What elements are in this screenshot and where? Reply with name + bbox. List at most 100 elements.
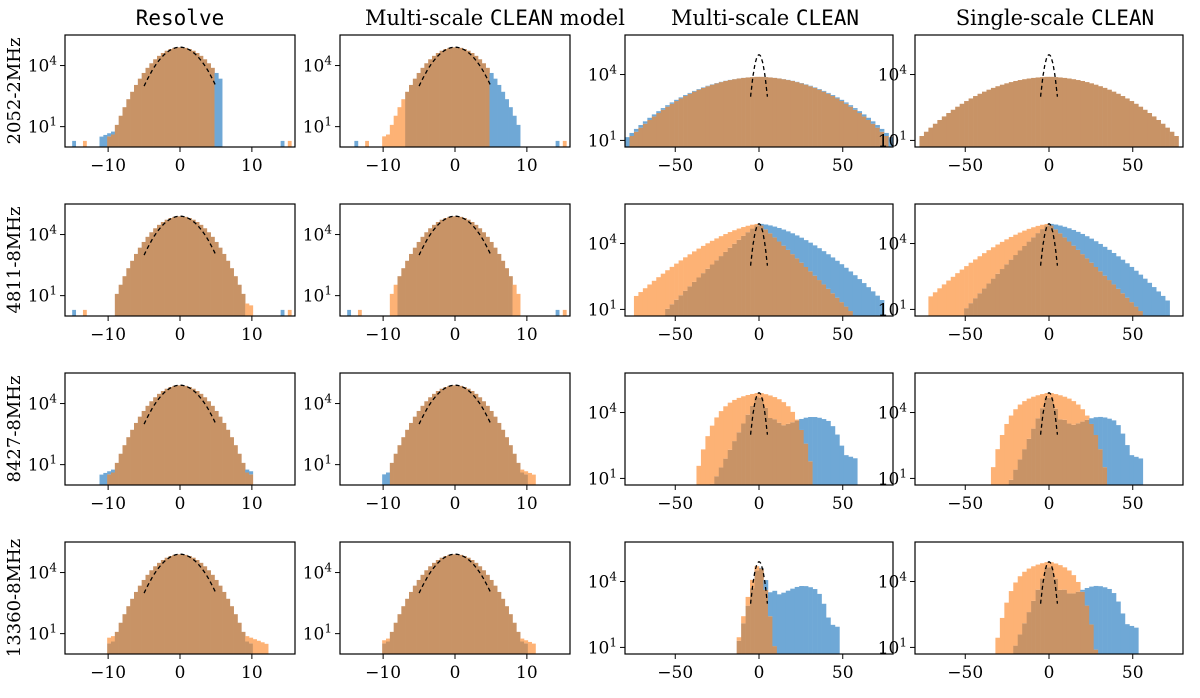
bar-overlap [839, 101, 845, 147]
bar-overlap [130, 429, 135, 485]
panel-r4-c2: 101 104 −10 0 10 [303, 541, 571, 683]
bar-overlap [508, 614, 513, 654]
bar-overlap [727, 80, 733, 147]
bar-overlap [229, 606, 234, 654]
bar-overlap [478, 228, 483, 316]
bar-overlap [723, 458, 729, 485]
bar-orange [941, 284, 947, 316]
tail-bin [287, 309, 292, 316]
bar-overlap [763, 407, 769, 485]
ytick-label: 104 [588, 570, 618, 593]
bar-orange [1035, 225, 1041, 234]
bar-overlap [990, 87, 996, 147]
bar-overlap [229, 268, 234, 316]
tail-bin [357, 309, 362, 316]
bar-overlap [1044, 76, 1050, 147]
row-label-1: 2052-2MHz [4, 38, 25, 145]
bar-orange [745, 225, 751, 233]
bar-orange [1062, 396, 1068, 420]
bar-orange [990, 467, 996, 485]
bar-blue [1102, 587, 1108, 654]
column-title-4: Single-scale CLEAN [956, 6, 1154, 30]
bar-overlap [122, 445, 127, 485]
bar-overlap [1111, 284, 1117, 316]
ytick-label: 101 [28, 622, 57, 645]
bar-orange [386, 638, 391, 642]
bar-orange [1013, 234, 1019, 256]
bar-blue [852, 275, 858, 316]
bar-overlap [435, 221, 440, 316]
bar-orange [520, 638, 525, 642]
bar-overlap [674, 101, 679, 147]
bar-blue [99, 474, 104, 485]
bar-overlap [474, 224, 479, 316]
bar-overlap [214, 579, 219, 654]
bar-overlap [1093, 267, 1099, 316]
bar-orange [656, 277, 662, 316]
bar-overlap [114, 124, 119, 147]
bar-overlap [754, 76, 760, 147]
bar-blue [834, 434, 840, 485]
xtick-label: 10 [516, 494, 538, 514]
bar-orange [928, 296, 934, 316]
bar-blue [1116, 256, 1121, 289]
row-label-4: 13360-8MHz [4, 539, 25, 657]
bar-orange [660, 273, 666, 316]
bar-blue [830, 95, 836, 97]
panel-r4-c1: 101 104 −10 0 10 [28, 541, 296, 683]
xtick-label: −50 [947, 325, 983, 345]
bar-overlap [986, 89, 992, 147]
bar-blue [1133, 270, 1139, 307]
bar-blue [1053, 224, 1059, 230]
bar-overlap [168, 49, 173, 147]
bar-blue [767, 592, 773, 617]
bar-overlap [458, 554, 463, 654]
bar-blue [834, 97, 840, 99]
bar-overlap [1022, 245, 1027, 316]
bar-orange [1008, 236, 1014, 260]
tail-bin [280, 309, 285, 316]
gaussian-curve [418, 46, 492, 87]
panel-r1-c1: 101 104 −10 0 10 [28, 34, 296, 176]
bar-overlap [745, 414, 751, 485]
bar-overlap [705, 268, 711, 316]
bar-blue [826, 420, 831, 485]
bar-overlap [512, 622, 517, 654]
bar-overlap [405, 91, 410, 147]
bar-overlap [516, 462, 521, 485]
bar-overlap [130, 598, 135, 654]
bar-overlap [1142, 109, 1148, 147]
bar-overlap [759, 225, 764, 316]
bar-overlap [393, 453, 398, 485]
panel-r1-c4: 101 104 −50 0 50 [878, 34, 1184, 176]
bar-overlap [964, 308, 969, 316]
bar-orange [1008, 415, 1014, 480]
bar-overlap [700, 273, 706, 316]
bar-blue [683, 95, 688, 97]
bar-overlap [696, 89, 702, 147]
bar-overlap [168, 556, 173, 654]
bar-overlap [714, 83, 720, 147]
bar-orange [999, 434, 1005, 485]
bar-blue [1120, 259, 1126, 294]
bar-blue [1129, 625, 1135, 654]
bar-orange [1013, 582, 1019, 646]
bar-overlap [665, 308, 670, 316]
bar-overlap [493, 247, 498, 316]
bar-blue [660, 108, 666, 110]
bar-orange [249, 305, 254, 316]
bar-blue [830, 426, 836, 485]
bar-overlap [785, 249, 791, 316]
bar-overlap [168, 218, 173, 316]
bar-overlap [409, 591, 414, 654]
bar-orange [1035, 564, 1041, 590]
bar-overlap [416, 241, 421, 316]
bar-blue [866, 117, 871, 120]
bar-overlap [665, 106, 670, 147]
bar-overlap [416, 579, 421, 654]
bar-orange [763, 394, 769, 408]
bar-overlap [772, 237, 778, 316]
bar-overlap [149, 232, 154, 316]
bar-overlap [1044, 567, 1050, 654]
bar-overlap [149, 570, 154, 654]
